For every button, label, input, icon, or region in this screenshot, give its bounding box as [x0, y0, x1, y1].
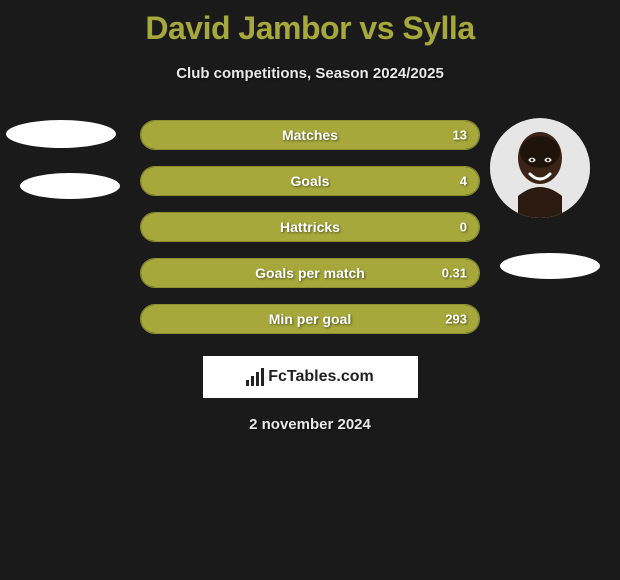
date-text: 2 november 2024: [0, 416, 620, 433]
player-right-placeholder: [500, 253, 600, 279]
player-left-placeholder-2: [20, 173, 120, 199]
stat-label: Min per goal: [269, 311, 351, 327]
brand-text: FcTables.com: [268, 368, 374, 386]
stat-row: Goals 4: [140, 166, 480, 196]
stat-value-right: 0: [460, 220, 467, 235]
stat-label: Goals per match: [255, 265, 365, 281]
bars-icon: [246, 368, 264, 386]
stat-row: Goals per match 0.31: [140, 258, 480, 288]
stat-value-right: 13: [453, 128, 467, 143]
stat-row: Hattricks 0: [140, 212, 480, 242]
fctables-link[interactable]: FcTables.com: [203, 356, 418, 398]
stat-value-right: 0.31: [442, 266, 467, 281]
page-title: David Jambor vs Sylla: [0, 0, 620, 47]
avatar-icon: [490, 118, 590, 218]
subtitle: Club competitions, Season 2024/2025: [0, 65, 620, 82]
player-right-avatar: [490, 118, 590, 218]
comparison-widget: David Jambor vs Sylla Club competitions,…: [0, 0, 620, 580]
stat-row: Matches 13: [140, 120, 480, 150]
stat-row: Min per goal 293: [140, 304, 480, 334]
stat-label: Matches: [282, 127, 338, 143]
stat-value-right: 4: [460, 174, 467, 189]
stat-label: Goals: [291, 173, 330, 189]
content-area: Matches 13 Goals 4 Hattricks 0 Goals per…: [0, 120, 620, 433]
stat-value-right: 293: [445, 312, 467, 327]
player-left-placeholder-1: [6, 120, 116, 148]
stat-label: Hattricks: [280, 219, 340, 235]
